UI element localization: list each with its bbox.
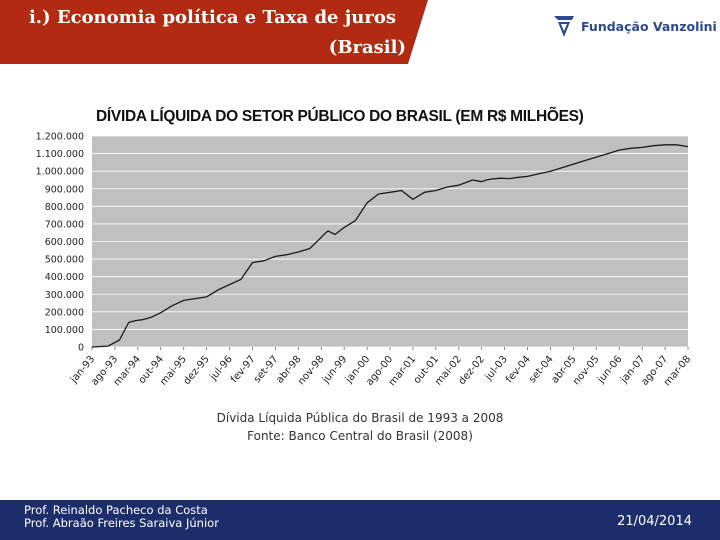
- slide-title-banner: i.) Economia política e Taxa de juros (B…: [0, 0, 408, 64]
- logo: Fundação Vanzolini: [553, 12, 717, 40]
- y-tick-label: 0: [78, 343, 84, 354]
- caption-line2: Fonte: Banco Central do Brasil (2008): [247, 429, 473, 443]
- y-tick-label: 500.000: [45, 255, 84, 266]
- x-tick-label: jun-06: [595, 354, 625, 386]
- y-tick-label: 700.000: [45, 219, 84, 230]
- y-tick-label: 1.000.000: [36, 167, 84, 178]
- y-tick-label: 1.100.000: [36, 149, 84, 160]
- y-tick-label: 100.000: [45, 325, 84, 336]
- footer-author2: Prof. Abraão Freires Saraiva Júnior: [24, 516, 219, 530]
- logo-text: Fundação Vanzolini: [581, 18, 717, 34]
- series-line: [91, 144, 689, 348]
- footer-bar: Prof. Reinaldo Pacheco da Costa Prof. Ab…: [0, 500, 720, 540]
- y-tick-label: 300.000: [45, 290, 84, 301]
- slide-title-line2: (Brasil): [328, 37, 406, 58]
- y-tick-label: 200.000: [45, 307, 84, 318]
- y-tick-label: 400.000: [45, 272, 84, 283]
- chart-title: DÍVIDA LÍQUIDA DO SETOR PÚBLICO DO BRASI…: [96, 108, 584, 125]
- title-banner-corner: [408, 0, 428, 64]
- y-tick-label: 800.000: [45, 202, 84, 213]
- caption-line1: Dívida Líquida Pública do Brasil de 1993…: [216, 411, 504, 425]
- footer-author1: Prof. Reinaldo Pacheco da Costa: [24, 503, 208, 517]
- y-tick-label: 900.000: [45, 184, 84, 195]
- y-tick-label: 1.200.000: [36, 132, 84, 143]
- x-tick-label: jun-99: [320, 354, 350, 386]
- y-tick-label: 600.000: [45, 237, 84, 248]
- footer-authors: Prof. Reinaldo Pacheco da Costa Prof. Ab…: [24, 504, 219, 530]
- logo-v-icon: [554, 16, 574, 37]
- footer-date: 21/04/2014: [617, 514, 692, 529]
- debt-line-chart: 0 100.000 200.000 300.000 400.000 500.000 600.…: [36, 132, 694, 389]
- slide-title-line1: i.) Economia política e Taxa de juros: [28, 7, 396, 28]
